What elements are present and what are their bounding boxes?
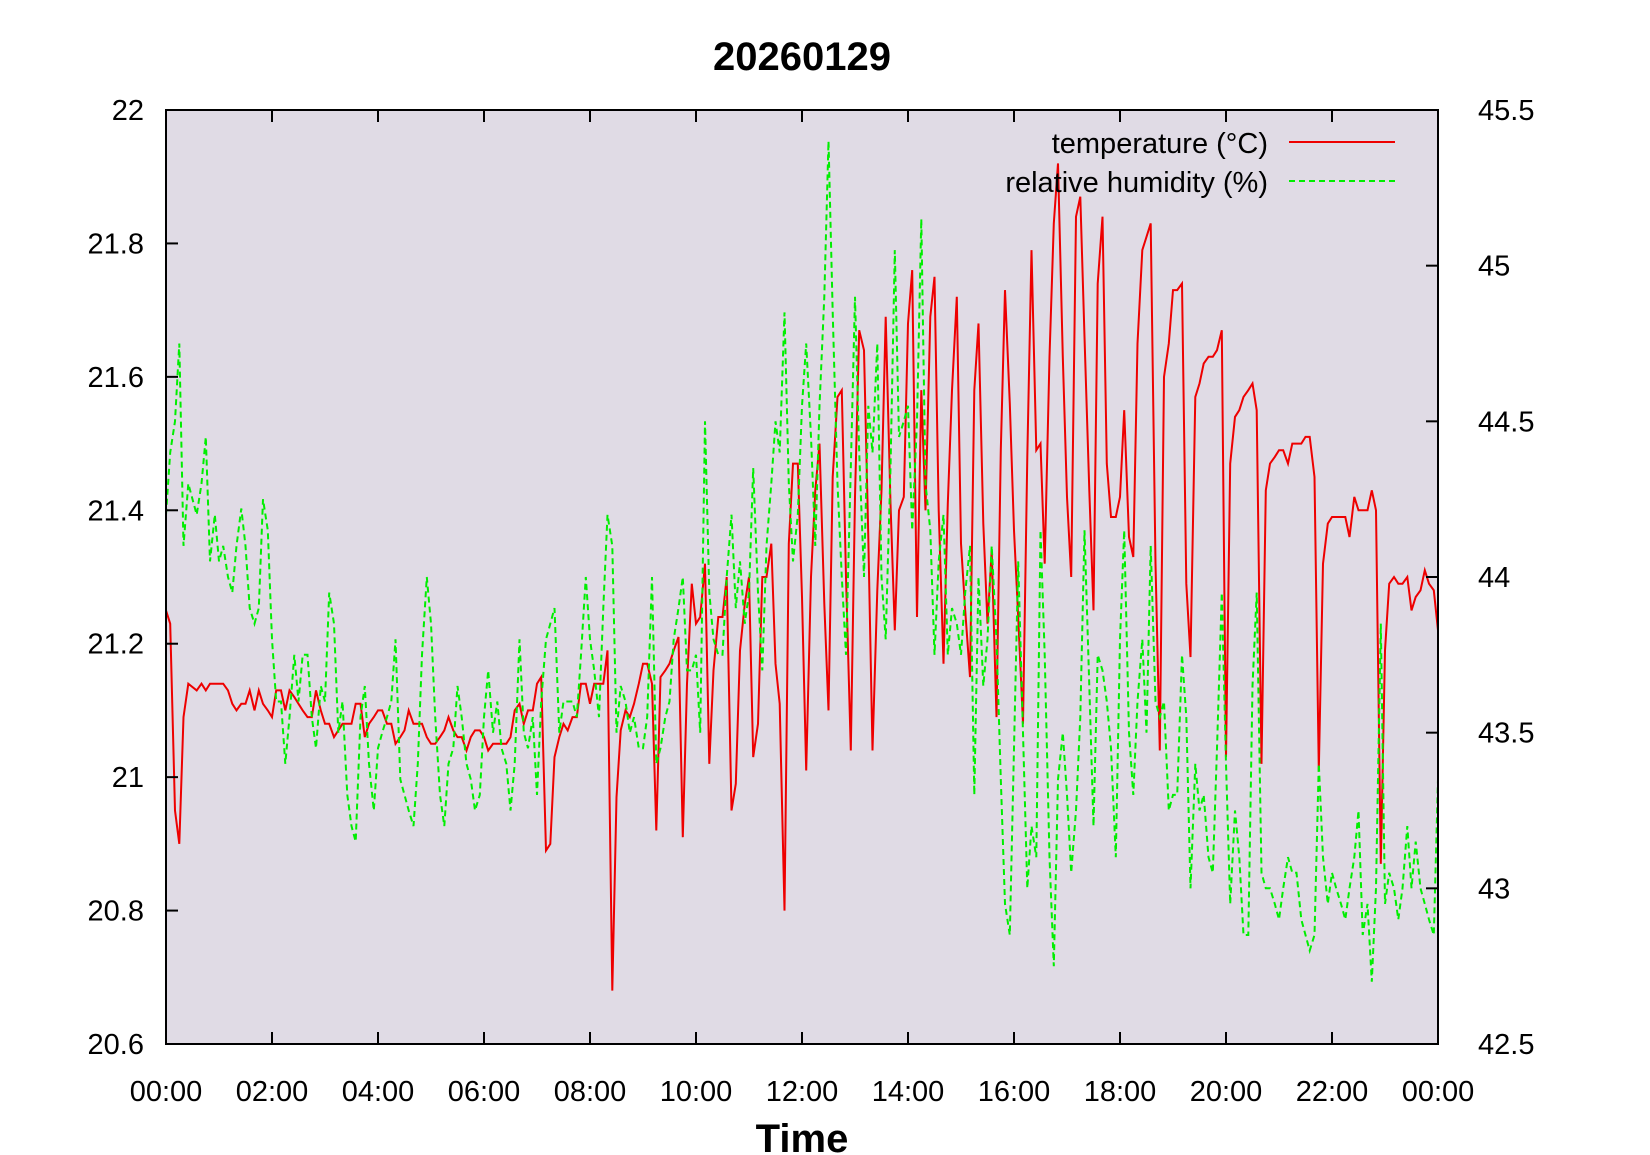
legend-label-temperature: temperature (°C) [1052, 128, 1268, 160]
y-tick-label: 22 [112, 95, 144, 127]
x-tick-label: 00:00 [130, 1076, 203, 1108]
x-tick-label: 16:00 [978, 1076, 1051, 1108]
y-tick-label: 20.8 [88, 896, 144, 928]
y2-tick-label: 42.5 [1478, 1029, 1534, 1061]
series-line-temperature [165, 163, 1439, 991]
x-tick-label: 02:00 [236, 1076, 309, 1108]
series-layer [165, 141, 1439, 991]
y2-tick-label: 45 [1478, 251, 1510, 283]
x-tick-label: 00:00 [1402, 1076, 1475, 1108]
y2-tick-label: 43 [1478, 873, 1510, 905]
series-line-humidity [165, 141, 1439, 982]
x-tick-label: 08:00 [554, 1076, 627, 1108]
x-axis-label: Time [756, 1117, 849, 1155]
legend-label-humidity: relative humidity (%) [1005, 167, 1268, 199]
x-tick-label: 14:00 [872, 1076, 945, 1108]
x-tick-label: 10:00 [660, 1076, 733, 1108]
y-tick-label: 21.8 [88, 228, 144, 260]
y-tick-label: 21.2 [88, 629, 144, 661]
y2-tick-label: 45.5 [1478, 95, 1534, 127]
y-tick-label: 21 [112, 762, 144, 794]
y2-tick-label: 44 [1478, 562, 1510, 594]
y-tick-label: 21.4 [88, 495, 144, 527]
x-tick-label: 12:00 [766, 1076, 839, 1108]
legend: temperature (°C) relative humidity (%) [1005, 128, 1395, 199]
y2-tick-label: 43.5 [1478, 718, 1534, 750]
y-tick-label: 21.6 [88, 362, 144, 394]
y-tick-label: 20.6 [88, 1029, 144, 1061]
x-tick-label: 18:00 [1084, 1076, 1157, 1108]
y2-tick-label: 44.5 [1478, 406, 1534, 438]
x-tick-label: 04:00 [342, 1076, 415, 1108]
x-tick-label: 22:00 [1296, 1076, 1369, 1108]
x-tick-label: 06:00 [448, 1076, 521, 1108]
chart-title: 20260129 [713, 35, 891, 79]
ticks-layer: 00:00 02:00 04:00 06:00 08:00 10:00 12:00 14:00… [88, 95, 1535, 1108]
x-tick-label: 20:00 [1190, 1076, 1263, 1108]
